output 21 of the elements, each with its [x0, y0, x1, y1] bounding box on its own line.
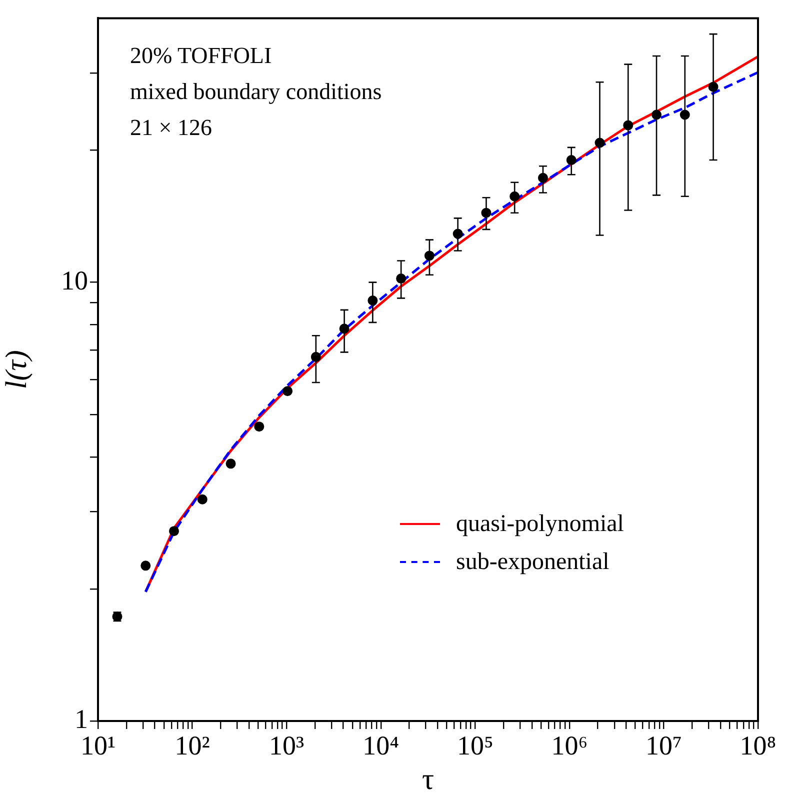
x-tick-label: 10⁴	[362, 730, 400, 760]
x-axis-title: τ	[422, 762, 434, 796]
point	[169, 526, 180, 536]
annotation: 20% TOFFOLI	[130, 42, 273, 70]
x-tick-label: 10⁵	[456, 730, 494, 760]
y-axis-title: l(τ)	[0, 350, 33, 390]
x-tick-label: 10⁸	[740, 730, 776, 760]
annotation: mixed boundary conditions	[130, 78, 382, 106]
point	[140, 560, 151, 571]
point	[254, 422, 264, 432]
legend-label: sub-exponential	[456, 548, 610, 576]
x-tick-label: 10⁶	[551, 730, 588, 760]
x-tick-label: 10³	[269, 730, 304, 760]
y-tick-label: 10	[61, 265, 88, 296]
x-tick-label: 10⁷	[646, 730, 682, 760]
annotation: 21 × 126	[130, 114, 213, 142]
point	[197, 494, 208, 504]
legend-label: quasi-polynomial	[456, 510, 624, 538]
point	[226, 458, 236, 469]
point	[282, 386, 293, 396]
x-tick-label: 10²	[174, 730, 210, 760]
